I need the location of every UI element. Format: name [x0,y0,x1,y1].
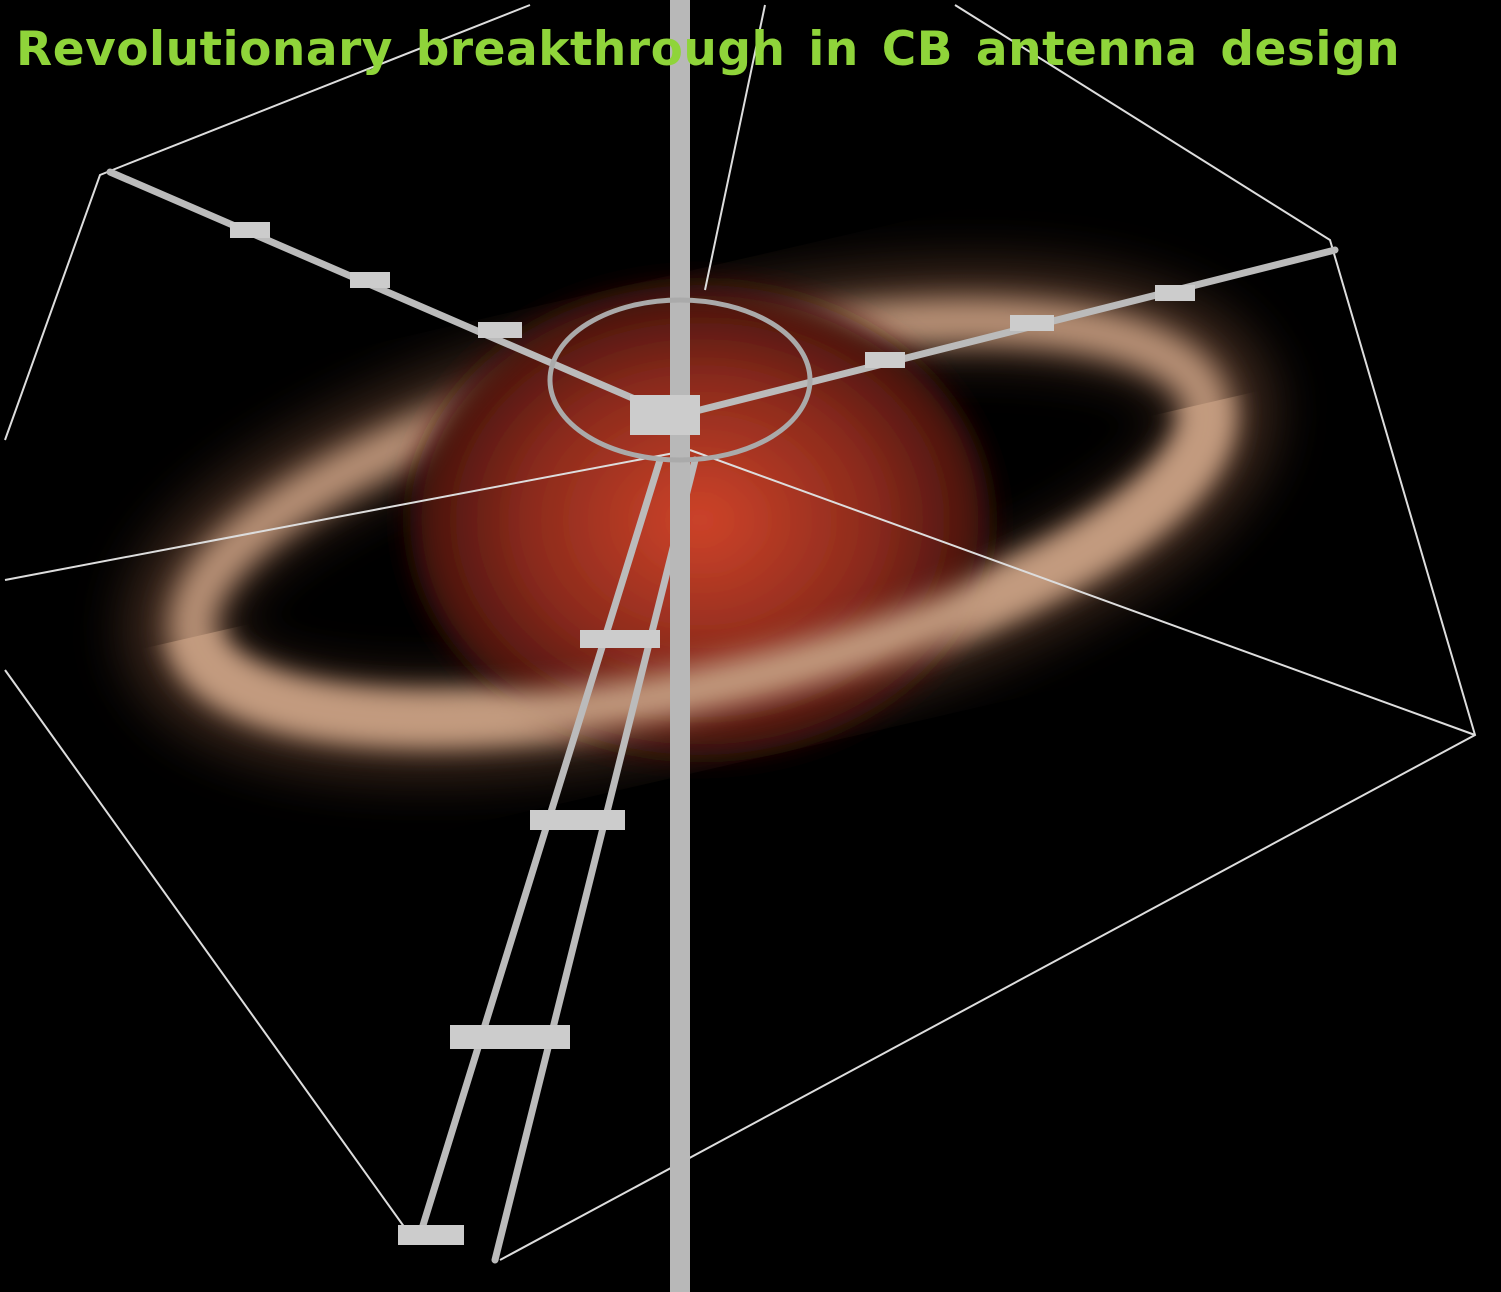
page: Revolutionary breakthrough in CB antenna… [0,0,1501,1292]
mast [670,0,690,1292]
headline: Revolutionary breakthrough in CB antenna… [16,22,1400,77]
ad-illustration [0,0,1501,1292]
